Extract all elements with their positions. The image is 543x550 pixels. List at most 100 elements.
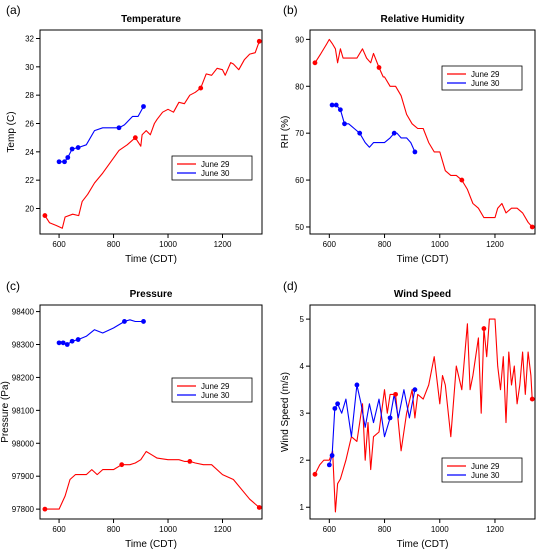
- data-point: [332, 406, 338, 411]
- data-point: [481, 326, 487, 331]
- x-tick-label: 1200: [214, 525, 232, 534]
- data-point: [391, 130, 397, 136]
- x-tick-label: 600: [323, 525, 337, 534]
- series-line-june-29: [44, 450, 260, 510]
- x-tick-label: 800: [378, 240, 392, 249]
- data-point: [141, 104, 146, 109]
- y-tick-label: 20: [25, 205, 34, 214]
- y-tick-label: 2: [300, 456, 305, 465]
- y-tick-label: 98200: [12, 373, 35, 382]
- x-axis-label: Time (CDT): [397, 254, 449, 265]
- legend-label: June 29: [471, 462, 500, 471]
- y-tick-label: 32: [25, 35, 34, 44]
- panel-label: (a): [6, 3, 21, 17]
- data-point: [376, 65, 382, 70]
- y-tick-label: 50: [295, 223, 304, 232]
- y-tick-label: 97900: [12, 472, 35, 481]
- data-point: [122, 319, 127, 324]
- chart-panel-4: (d) Wind Speed 600 800 1000 1200 1 2 3 4 5 Time (CD…: [280, 279, 536, 550]
- legend-label: June 30: [471, 471, 500, 480]
- y-tick-label: 22: [25, 176, 34, 185]
- x-tick-label: 800: [107, 525, 121, 534]
- legend-label: June 30: [201, 391, 230, 400]
- panel-label: (c): [6, 279, 20, 293]
- data-point: [69, 338, 75, 344]
- chart-panel-1: (a) Temperature 600 800 1000 1200 20 22 24 26 28 30…: [6, 3, 263, 265]
- y-tick-label: 90: [295, 35, 304, 44]
- data-point: [42, 213, 48, 218]
- data-point: [75, 145, 81, 150]
- legend-label: June 30: [201, 169, 230, 178]
- plot-frame: [39, 29, 263, 235]
- x-tick-label: 1000: [431, 525, 449, 534]
- legend-box: [171, 155, 253, 181]
- y-tick-label: 98400: [12, 308, 35, 317]
- legend-box: [441, 65, 523, 91]
- plot-frame: [309, 304, 536, 520]
- legend-label: June 29: [471, 70, 500, 79]
- data-point: [412, 387, 418, 393]
- y-axis-label: Pressure (Pa): [0, 381, 11, 443]
- series-line-june-29: [44, 41, 260, 229]
- data-point: [69, 146, 75, 152]
- data-point: [312, 471, 318, 477]
- x-tick-label: 800: [107, 240, 121, 249]
- x-tick-label: 1000: [159, 240, 177, 249]
- data-point: [326, 462, 332, 468]
- data-point: [75, 337, 81, 342]
- data-point: [333, 102, 339, 108]
- chart-title: Pressure: [130, 289, 173, 300]
- y-tick-label: 28: [25, 91, 34, 100]
- data-point: [56, 159, 62, 165]
- plot-frame: [309, 29, 536, 235]
- legend-box: [171, 377, 253, 403]
- y-tick-label: 80: [295, 82, 304, 91]
- chart-title: Relative Humidity: [381, 14, 465, 25]
- x-tick-label: 600: [323, 240, 337, 249]
- legend-box: [441, 457, 523, 483]
- data-point: [329, 453, 335, 458]
- plot-frame: [39, 304, 263, 520]
- data-point: [256, 505, 262, 510]
- data-point: [393, 391, 398, 397]
- x-tick-label: 1000: [431, 240, 449, 249]
- data-point: [529, 396, 535, 402]
- data-point: [342, 121, 347, 127]
- y-tick-label: 98300: [12, 341, 35, 350]
- y-tick-label: 5: [300, 315, 305, 324]
- x-tick-label: 1200: [486, 525, 504, 534]
- x-tick-label: 600: [52, 240, 66, 249]
- series-line-june-30: [332, 104, 416, 153]
- y-tick-label: 70: [295, 129, 304, 138]
- y-tick-label: 98000: [12, 439, 35, 448]
- data-point: [65, 155, 71, 160]
- y-tick-label: 30: [25, 63, 34, 72]
- data-point: [64, 342, 70, 347]
- y-tick-label: 4: [300, 362, 305, 371]
- y-axis-label: RH (%): [280, 116, 291, 149]
- x-axis-label: Time (CDT): [397, 539, 449, 550]
- data-point: [329, 102, 335, 108]
- legend-label: June 29: [201, 160, 230, 169]
- data-point: [357, 130, 363, 136]
- data-point: [187, 458, 193, 464]
- y-tick-label: 26: [25, 120, 34, 129]
- chart-title: Wind Speed: [394, 289, 451, 300]
- y-tick-label: 97800: [12, 505, 35, 514]
- chart-panel-2: (b) Relative Humidity 600 800 1000 1200 50 60 70…: [280, 3, 536, 265]
- data-point: [312, 60, 318, 66]
- panel-label: (b): [283, 3, 298, 17]
- x-axis-label: Time (CDT): [125, 539, 177, 550]
- data-point: [459, 177, 465, 183]
- legend-label: June 29: [201, 382, 230, 391]
- data-point: [412, 149, 418, 155]
- data-point: [141, 319, 146, 324]
- y-tick-label: 3: [300, 409, 305, 418]
- x-tick-label: 1200: [214, 240, 232, 249]
- data-point: [62, 159, 67, 165]
- panel-label: (d): [283, 279, 298, 293]
- chart-title: Temperature: [121, 14, 181, 25]
- series-line-june-30: [59, 106, 144, 163]
- data-point: [256, 38, 262, 44]
